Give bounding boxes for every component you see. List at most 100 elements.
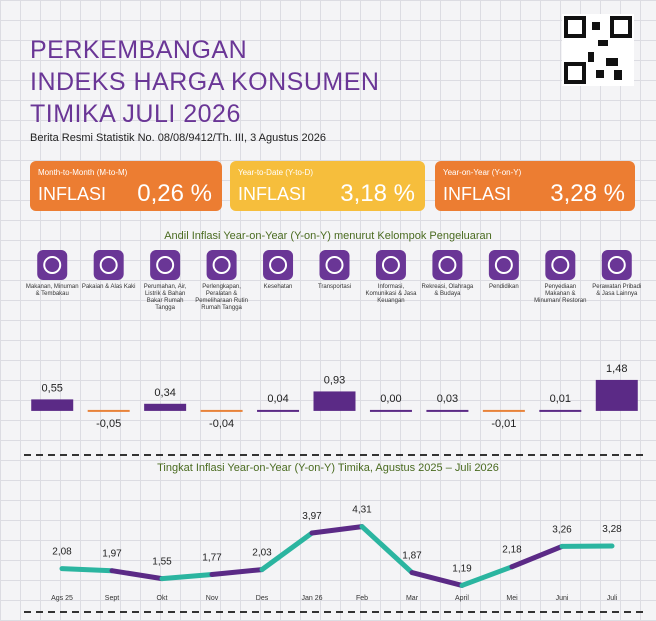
title: TIMIKA JULI 2026: [30, 100, 241, 128]
category-label: Informasi, Komunikasi & Jasa Keuangan: [365, 284, 417, 304]
category-label: Perlengkapan, Peralatan & Pemeliharaan R…: [195, 284, 248, 311]
value-label: 1,19: [452, 563, 472, 574]
x-tick-label: Mei: [506, 595, 518, 602]
category-label: Kesehatan: [263, 284, 293, 290]
bar: [539, 409, 582, 412]
x-tick-label: Okt: [157, 595, 168, 602]
category-icon: [488, 250, 519, 280]
value-label: 3,97: [302, 511, 322, 522]
line-segment: [109, 568, 165, 582]
category-label: Pendidikan: [489, 284, 519, 290]
line-segment: [309, 524, 365, 536]
title: PERKEMBANGAN: [30, 36, 248, 64]
bar: [595, 379, 638, 411]
value-label: 2,08: [52, 547, 72, 558]
category-label: Transportasi: [317, 284, 352, 290]
card-period: Month-to-Month (M-to-M): [38, 168, 128, 177]
bar: [144, 403, 187, 411]
value-label: -0,05: [96, 418, 121, 430]
chart-title: Andil Inflasi Year-on-Year (Y-on-Y) menu…: [164, 230, 492, 242]
value-label: 1,87: [402, 551, 422, 562]
card-period: Year-on-Year (Y-on-Y): [443, 168, 522, 177]
x-tick-label: Ags 25: [51, 595, 73, 602]
category-icon-glyph: [438, 256, 457, 274]
category-label: Rekreasi, Olahraga & Budaya: [421, 284, 474, 297]
card-value: 3,18 %: [340, 180, 415, 207]
x-tick-label: Nov: [206, 595, 219, 602]
x-tick-label: Juli: [607, 595, 618, 602]
line-segment: [459, 564, 515, 588]
category-icon: [432, 250, 463, 280]
value-label: 0,00: [380, 393, 401, 405]
line-segment: [259, 530, 315, 573]
x-tick-label: April: [455, 595, 469, 602]
value-label: 4,31: [352, 505, 372, 516]
card: Month-to-Month (M-to-M) INFLASI 0,26 %: [30, 161, 222, 211]
category-icon: [319, 250, 350, 280]
bar: [426, 409, 469, 412]
category-icon: [545, 250, 576, 280]
category-icon-glyph: [212, 256, 231, 274]
value-label: -0,01: [491, 418, 516, 430]
value-label: 1,55: [152, 557, 172, 568]
category-icon: [263, 250, 294, 280]
value-label: 1,97: [102, 549, 122, 560]
value-label: 0,03: [437, 393, 458, 405]
category-icon-glyph: [269, 256, 288, 274]
category-label: Pakaian & Alas Kaki: [81, 284, 136, 290]
value-label: 0,01: [550, 393, 571, 405]
category-icon-glyph: [494, 256, 513, 274]
category-icon-glyph: [99, 256, 118, 274]
category-icon-glyph: [381, 256, 400, 274]
line-segment: [359, 524, 415, 576]
value-label: 2,18: [502, 545, 522, 556]
value-label: 0,34: [154, 387, 175, 399]
bar: [87, 409, 130, 412]
value-label: 1,48: [606, 363, 627, 375]
card-value: 0,26 %: [137, 180, 212, 207]
card-label: INFLASI: [38, 184, 107, 204]
category-icon-glyph: [607, 256, 626, 274]
value-label: 1,77: [202, 552, 222, 563]
x-tick-label: Jan 26: [301, 595, 322, 602]
line-segment: [509, 543, 565, 570]
x-tick-label: Mar: [406, 595, 419, 602]
bar: [369, 409, 412, 412]
card: Year-to-Date (Y-to-D) INFLASI 3,18 %: [230, 161, 425, 211]
bar: [257, 409, 300, 412]
value-label: 0,55: [42, 382, 63, 394]
subtitle: Berita Resmi Statistik No. 08/08/9412/Th…: [30, 132, 326, 144]
category-label: Perawatan Pribadi & Jasa Lainnya: [592, 284, 642, 297]
line-segment: [59, 566, 115, 574]
bar: [31, 399, 74, 411]
category-icon-glyph: [551, 256, 570, 274]
bar: [200, 409, 243, 412]
title: INDEKS HARGA KONSUMEN: [30, 68, 380, 96]
x-tick-label: Feb: [356, 595, 368, 602]
category-label: Makanan, Minuman & Tembakau: [25, 284, 79, 297]
value-label: 3,28: [602, 524, 622, 535]
category-icon-glyph: [43, 256, 62, 274]
card: Year-on-Year (Y-on-Y) INFLASI 3,28 %: [435, 161, 635, 211]
value-label: 2,03: [252, 548, 272, 559]
line-segment: [409, 570, 465, 588]
card-period: Year-to-Date (Y-to-D): [238, 168, 313, 177]
bar: [313, 391, 356, 411]
category-label: Penyediaan Makanan & Minuman/ Restoran: [534, 284, 587, 304]
category-icon: [37, 250, 68, 280]
value-label: -0,04: [209, 418, 234, 430]
value-label: 0,04: [267, 393, 288, 405]
value-label: 0,93: [324, 374, 345, 386]
bar: [482, 409, 525, 412]
category-icon: [150, 250, 181, 280]
card-label: INFLASI: [238, 184, 307, 204]
category-icon: [206, 250, 237, 280]
x-tick-label: Juni: [556, 595, 569, 602]
category-label: Perumahan, Air, Listrik & Bahan Bakar Ru…: [143, 284, 187, 311]
line-segment: [159, 571, 215, 582]
value-label: 3,26: [552, 524, 572, 535]
category-icon-glyph: [156, 256, 175, 274]
x-tick-label: Sept: [105, 595, 119, 602]
category-icon: [375, 250, 406, 280]
